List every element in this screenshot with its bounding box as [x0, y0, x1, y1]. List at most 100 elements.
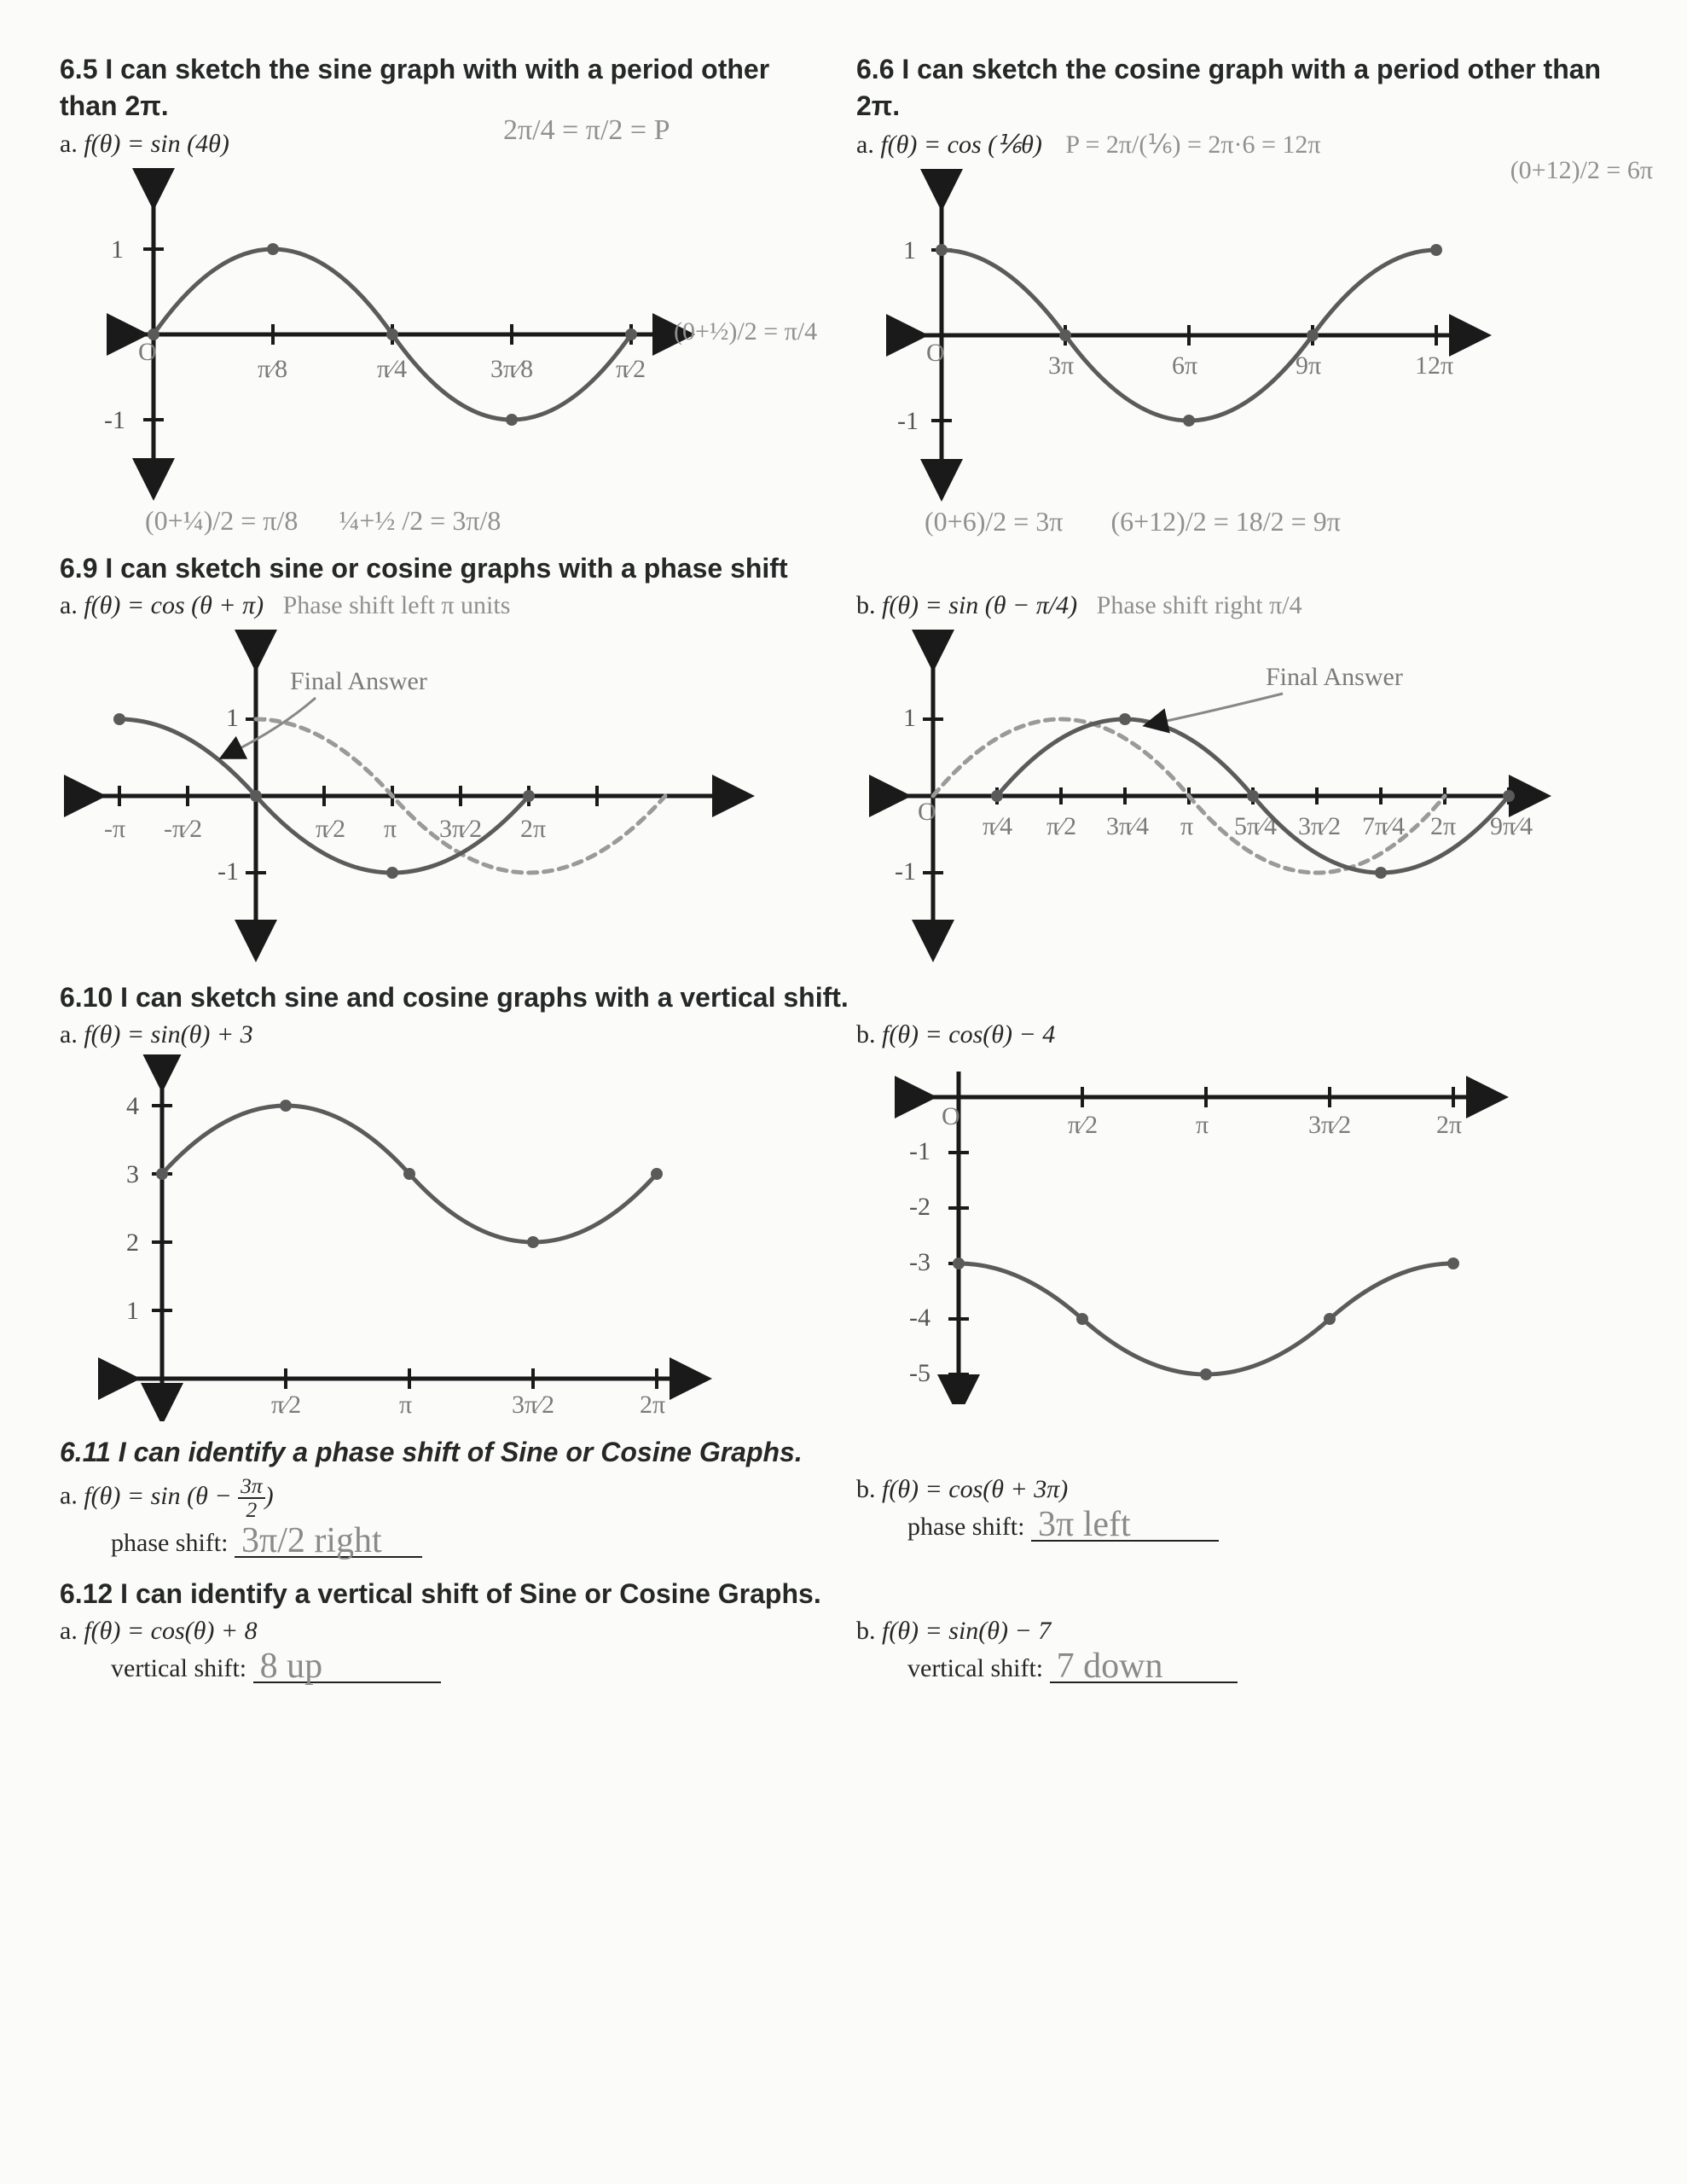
- svg-text:-1: -1: [895, 857, 916, 886]
- heading-611: 6.11 I can identify a phase shift of Sin…: [60, 1437, 1627, 1468]
- svg-text:-π: -π: [104, 815, 125, 843]
- blank-612a: 8 up: [253, 1651, 441, 1683]
- final-answer-label: Final Answer: [290, 667, 427, 695]
- func-66: f(θ) = cos (⅙θ): [880, 131, 1042, 159]
- heading-69: 6.9 I can sketch sine or cosine graphs w…: [60, 553, 1627, 584]
- svg-text:3π⁄4: 3π⁄4: [1106, 812, 1149, 840]
- svg-text:Final Answer: Final Answer: [1266, 663, 1403, 691]
- graph-65-svg: 1 -1 π⁄8 π⁄4 3π⁄8 π⁄2 O: [60, 164, 708, 505]
- heading-66: 6.6 I can sketch the cosine graph with a…: [856, 51, 1627, 125]
- svg-text:π⁄2: π⁄2: [1068, 1111, 1098, 1139]
- section-69a: a. f(θ) = cos (θ + π) Phase shift left π…: [60, 591, 831, 967]
- section-610a: a. f(θ) = sin(θ) + 3 1 2 3 4: [60, 1020, 831, 1421]
- svg-text:O: O: [918, 798, 936, 826]
- section-612b: b. f(θ) = sin(θ) − 7 vertical shift: 7 d…: [856, 1617, 1627, 1688]
- svg-text:π⁄2: π⁄2: [616, 355, 646, 383]
- svg-text:O: O: [138, 338, 157, 366]
- hand-65-mid: (0+½)/2 = π/4: [674, 317, 817, 346]
- svg-text:-1: -1: [217, 857, 239, 886]
- item-letter: a.: [60, 130, 78, 158]
- svg-text:3: 3: [126, 1160, 139, 1188]
- svg-text:O: O: [926, 339, 945, 367]
- svg-text:π: π: [1196, 1111, 1209, 1139]
- svg-text:π⁄4: π⁄4: [983, 812, 1012, 840]
- svg-text:-3: -3: [909, 1248, 930, 1276]
- svg-text:2: 2: [126, 1228, 139, 1257]
- svg-text:1: 1: [903, 704, 916, 732]
- section-610b: b. f(θ) = cos(θ) − 4 -1 -2 -3 -4 -5: [856, 1020, 1627, 1421]
- svg-text:3π⁄2: 3π⁄2: [512, 1391, 554, 1419]
- svg-text:7π⁄4: 7π⁄4: [1362, 812, 1405, 840]
- svg-text:2π: 2π: [640, 1391, 665, 1419]
- row-69: a. f(θ) = cos (θ + π) Phase shift left π…: [60, 591, 1627, 967]
- svg-text:-π⁄2: -π⁄2: [164, 815, 202, 843]
- row-65-66: 6.5 I can sketch the sine graph with wit…: [60, 51, 1627, 537]
- svg-text:2π: 2π: [520, 815, 546, 843]
- svg-text:3π⁄2: 3π⁄2: [1308, 1111, 1351, 1139]
- blank-611b: 3π left: [1031, 1509, 1219, 1542]
- svg-text:3π⁄2: 3π⁄2: [439, 815, 482, 843]
- hand-65-calc: (0+¼)/2 = π/8 ¼+½ /2 = 3π/8: [145, 505, 916, 537]
- section-6-6: 6.6 I can sketch the cosine graph with a…: [856, 51, 1627, 537]
- svg-text:2π: 2π: [1430, 812, 1456, 840]
- label-phase-shift: phase shift:: [111, 1529, 228, 1557]
- prompt-66: a. f(θ) = cos (⅙θ) P = 2π/(⅙) = 2π·6 = 1…: [856, 130, 1627, 160]
- label-phase-shift: phase shift:: [907, 1513, 1024, 1541]
- chart-69b: 1 -1 π⁄4 π⁄2 3π⁄4 π 5π⁄4: [856, 625, 1627, 967]
- svg-text:4: 4: [126, 1092, 139, 1120]
- svg-text:π⁄4: π⁄4: [377, 355, 407, 383]
- chart-610a: 1 2 3 4 π⁄2 π 3π⁄2 2π: [60, 1054, 831, 1421]
- hand-66-p: P = 2π/(⅙) = 2π·6 = 12π: [1065, 131, 1320, 159]
- section-611b: b. f(θ) = cos(θ + 3π) phase shift: 3π le…: [856, 1475, 1627, 1563]
- hand-65-p: 2π/4 = π/2 = P: [503, 114, 670, 147]
- graph-66-svg: 1 -1 3π 6π 9π 12π O: [856, 165, 1504, 506]
- chart-610b: -1 -2 -3 -4 -5 π⁄2 π 3π⁄2 2π O: [856, 1054, 1627, 1404]
- heading-610: 6.10 I can sketch sine and cosine graphs…: [60, 982, 1627, 1014]
- chart-66: 1 -1 3π 6π 9π 12π O (0+12)/2 = 6π: [856, 165, 1627, 506]
- svg-text:12π: 12π: [1415, 351, 1453, 380]
- section-612a: a. f(θ) = cos(θ) + 8 vertical shift: 8 u…: [60, 1617, 831, 1688]
- row-612: a. f(θ) = cos(θ) + 8 vertical shift: 8 u…: [60, 1617, 1627, 1688]
- blank-612b: 7 down: [1050, 1651, 1238, 1683]
- svg-text:3π⁄2: 3π⁄2: [1298, 812, 1341, 840]
- svg-text:3π⁄8: 3π⁄8: [490, 355, 533, 383]
- svg-text:O: O: [942, 1102, 960, 1130]
- svg-text:9π⁄4: 9π⁄4: [1490, 812, 1533, 840]
- svg-text:6π: 6π: [1172, 351, 1197, 380]
- hand-66-6pi: (0+12)/2 = 6π: [1510, 156, 1653, 185]
- svg-text:1: 1: [111, 235, 124, 264]
- svg-text:π: π: [399, 1391, 412, 1419]
- prompt-69a: a. f(θ) = cos (θ + π) Phase shift left π…: [60, 591, 831, 620]
- svg-text:-1: -1: [104, 406, 125, 434]
- heading-612: 6.12 I can identify a vertical shift of …: [60, 1578, 1627, 1610]
- label-vertical-shift: vertical shift:: [111, 1654, 246, 1682]
- svg-text:-5: -5: [909, 1359, 930, 1387]
- row-610: a. f(θ) = sin(θ) + 3 1 2 3 4: [60, 1020, 1627, 1421]
- chart-69a: 1 -1 -π -π⁄2 π⁄2 π 3π⁄2 2π: [60, 625, 831, 967]
- svg-text:-4: -4: [909, 1304, 930, 1332]
- svg-text:1: 1: [226, 704, 239, 732]
- svg-text:π⁄8: π⁄8: [258, 355, 287, 383]
- prompt-69b: b. f(θ) = sin (θ − π/4) Phase shift righ…: [856, 591, 1627, 620]
- func-65: f(θ) = sin (4θ): [84, 130, 229, 158]
- svg-text:π: π: [1180, 812, 1193, 840]
- blank-611a: 3π/2 right: [235, 1525, 422, 1558]
- svg-text:π⁄2: π⁄2: [271, 1391, 301, 1419]
- section-69b: b. f(θ) = sin (θ − π/4) Phase shift righ…: [856, 591, 1627, 967]
- svg-text:2π: 2π: [1436, 1111, 1462, 1139]
- svg-text:1: 1: [126, 1297, 139, 1325]
- section-611a: a. f(θ) = sin (θ − 3π2) phase shift: 3π/…: [60, 1475, 831, 1563]
- svg-text:1: 1: [903, 236, 916, 264]
- svg-text:π⁄2: π⁄2: [316, 815, 345, 843]
- prompt-65: a. f(θ) = sin (4θ): [60, 130, 831, 159]
- heading-65: 6.5 I can sketch the sine graph with wit…: [60, 51, 831, 125]
- chart-65: 1 -1 π⁄8 π⁄4 3π⁄8 π⁄2 O: [60, 164, 831, 505]
- svg-text:-1: -1: [897, 407, 919, 435]
- svg-text:3π: 3π: [1048, 351, 1074, 380]
- section-6-5: 6.5 I can sketch the sine graph with wit…: [60, 51, 831, 537]
- item-letter: a.: [856, 131, 874, 159]
- svg-text:π: π: [384, 815, 397, 843]
- svg-text:-1: -1: [909, 1137, 930, 1165]
- row-611: a. f(θ) = sin (θ − 3π2) phase shift: 3π/…: [60, 1475, 1627, 1563]
- label-vertical-shift: vertical shift:: [907, 1654, 1043, 1682]
